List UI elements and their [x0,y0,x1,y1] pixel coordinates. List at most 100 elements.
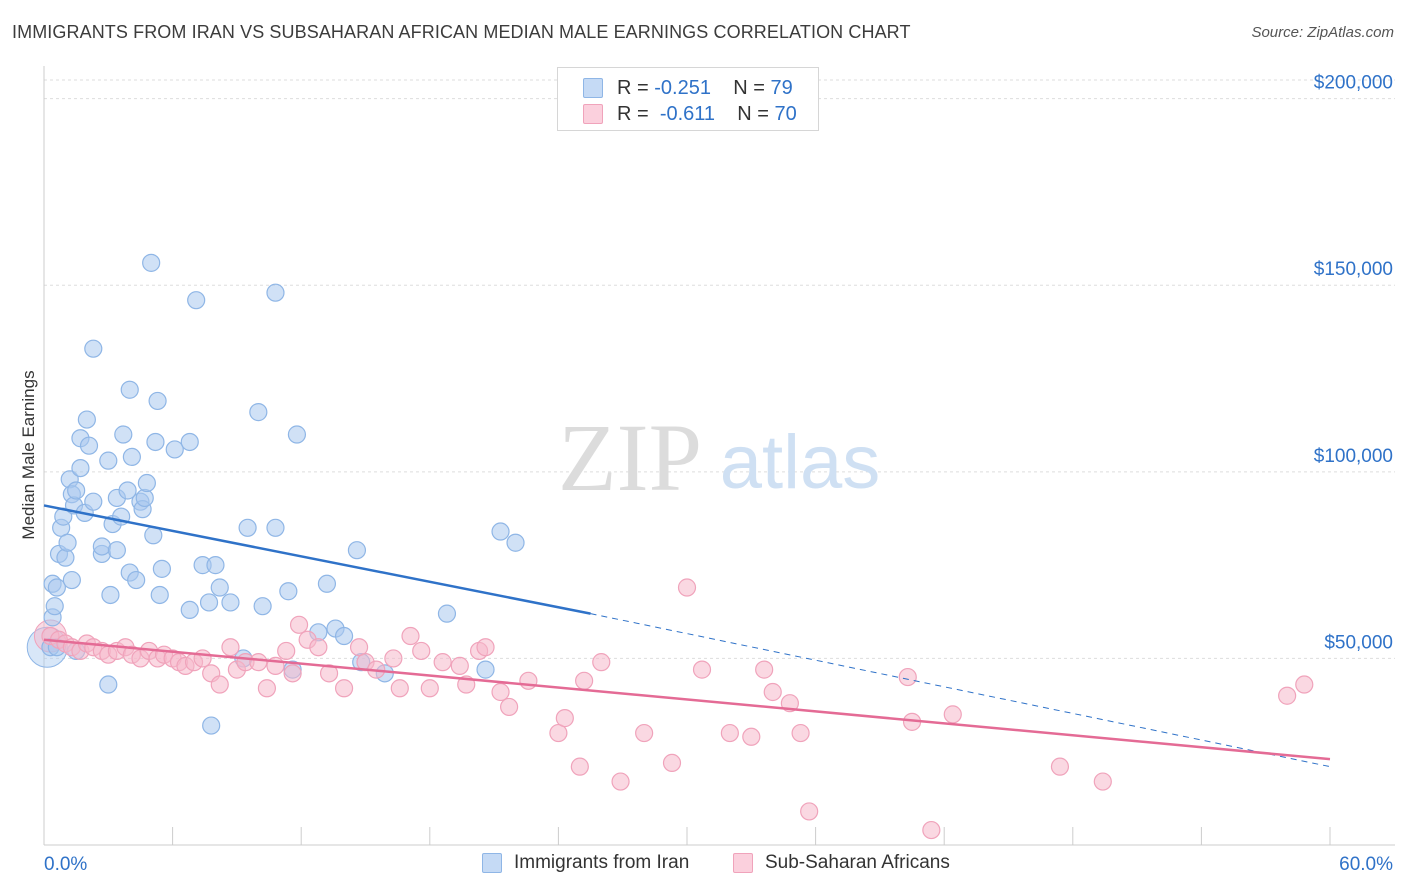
point-subsaharan [943,705,962,724]
stats-n-label: N = [737,103,769,125]
point-iran [180,600,199,620]
legend-label-iran: Immigrants from Iran [514,852,690,873]
point-subsaharan [570,757,589,776]
stats-swatch-subsaharan [583,104,603,124]
point-iran [142,253,161,272]
point-iran [135,488,154,508]
point-subsaharan [277,641,296,661]
point-subsaharan [412,641,431,661]
point-subsaharan [575,671,594,690]
point-subsaharan [257,679,277,698]
point-subsaharan [519,671,538,690]
point-subsaharan [922,820,941,840]
stats-legend-box: R = -0.251 N = 79 R = -0.611 N = 70 [557,67,819,131]
x-tick-label-max: 60.0% [1339,854,1393,875]
point-subsaharan [289,615,309,634]
gridlines [44,79,1395,659]
point-iran [79,436,99,455]
point-iran [47,578,66,597]
point-subsaharan [755,660,774,679]
point-subsaharan [476,638,495,657]
point-iran [122,447,141,467]
point-subsaharan [763,682,782,702]
point-iran [92,537,111,556]
point-iran [101,585,120,605]
point-subsaharan [500,697,519,717]
point-iran [210,578,229,597]
point-subsaharan [1295,675,1314,694]
point-subsaharan [1093,772,1112,791]
stats-r-label: R = [617,77,649,99]
point-iran [187,291,206,310]
point-iran [437,604,457,623]
point-iran [118,481,137,500]
point-subsaharan [384,649,403,668]
y-tick-label: $100,000 [1314,446,1393,467]
point-iran [317,574,337,593]
trend-line-subsaharan [43,638,1331,761]
y-tick-label: $200,000 [1314,73,1393,94]
point-iran [107,541,126,560]
point-iran [202,716,221,735]
point-subsaharan [334,679,354,698]
chart-title: IMMIGRANTS FROM IRAN VS SUBSAHARAN AFRIC… [12,22,911,42]
point-iran [249,403,268,422]
point-iran [84,492,103,511]
point-iran [99,675,118,694]
point-subsaharan [433,653,452,672]
y-tick-label: $150,000 [1314,259,1393,280]
point-iran [99,451,118,470]
stats-n-value: 70 [774,103,797,125]
point-subsaharan [249,653,268,672]
point-subsaharan [635,723,654,743]
point-subsaharan [592,653,611,672]
point-subsaharan [309,638,328,657]
point-iran [71,458,90,478]
point-subsaharan [319,664,339,683]
y-tick-label: $50,000 [1324,632,1393,653]
point-iran [137,473,156,493]
point-subsaharan [800,802,819,821]
point-subsaharan [1050,757,1070,776]
legend-swatch-subsaharan [733,853,753,873]
x-tick-label-min: 0.0% [44,854,87,875]
stats-r-value: -0.251 [654,77,711,99]
point-iran [56,548,75,567]
point-iran [84,339,103,358]
point-subsaharan [692,660,712,679]
stats-r-label: R = [617,103,649,125]
point-iran [45,597,64,616]
legend-swatch-iran [482,853,502,873]
point-iran [165,440,184,459]
stats-r-value: -0.611 [659,103,716,125]
point-subsaharan [401,626,420,646]
trend-lines [43,504,1331,768]
point-iran [152,559,171,578]
point-iran [266,518,285,537]
point-iran [150,585,169,605]
point-iran [287,425,307,444]
point-iran [77,410,96,429]
point-subsaharan [283,664,302,683]
point-subsaharan [210,675,229,694]
point-iran [491,522,510,541]
point-subsaharan [450,656,469,675]
chart-source: Source: ZipAtlas.com [1251,24,1394,41]
point-iran [67,481,86,500]
point-iran [266,283,285,302]
point-subsaharan [390,679,409,698]
stats-n-value: 79 [770,77,793,99]
point-iran [253,597,272,616]
point-iran [238,518,257,537]
point-iran [279,582,298,601]
point-subsaharan [677,578,697,597]
tick-labels: $50,000 $100,000 $150,000 $200,000 0.0% 60.0% [44,73,1393,875]
point-subsaharan [420,679,439,698]
watermark-atlas: atlas [720,420,881,505]
point-subsaharan [1278,686,1297,705]
point-subsaharan [611,772,630,791]
point-iran [148,391,167,411]
data-points [26,253,1314,840]
point-subsaharan [720,723,739,743]
